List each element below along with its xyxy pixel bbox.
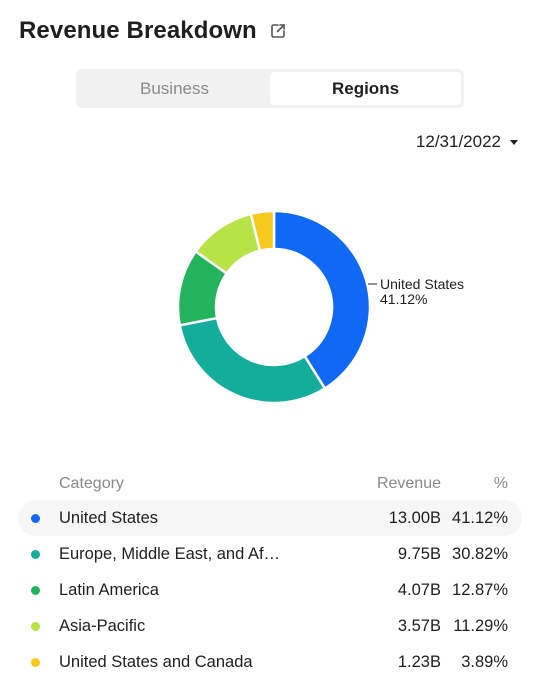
slice-label-percent: 41.12% xyxy=(380,291,427,307)
legend-dot xyxy=(18,549,59,559)
row-category: Europe, Middle East, and Af… xyxy=(59,544,281,563)
donut-slice[interactable] xyxy=(272,209,372,391)
donut-svg: United States 41.12% xyxy=(176,209,464,405)
row-percent: 30.82% xyxy=(452,544,508,563)
date-selector[interactable]: 12/31/2022 xyxy=(416,130,518,154)
page-title: Revenue Breakdown xyxy=(19,17,257,44)
row-percent: 3.89% xyxy=(461,652,508,671)
row-revenue: 9.75B xyxy=(397,544,441,563)
share-icon[interactable] xyxy=(269,22,287,40)
table-header: Category Revenue % xyxy=(18,468,522,500)
table-body: United States 13.00B 41.12% Europe, Middle … xyxy=(18,500,522,680)
legend-dot xyxy=(18,657,59,667)
tab-business[interactable]: Business xyxy=(140,78,209,98)
legend-dot xyxy=(18,621,59,631)
table-row[interactable]: United States 13.00B 41.12% xyxy=(18,500,522,536)
legend-dot xyxy=(18,585,59,595)
table-row[interactable]: Asia-Pacific 3.57B 11.29% xyxy=(18,608,522,644)
donut-slice[interactable] xyxy=(178,316,327,405)
donut-chart: United States 41.12% xyxy=(0,170,540,460)
row-percent: 12.87% xyxy=(452,580,508,599)
table-row[interactable]: United States and Canada 1.23B 3.89% xyxy=(18,644,522,680)
column-revenue: Revenue xyxy=(376,475,441,492)
row-percent: 11.29% xyxy=(453,616,508,635)
header: Revenue Breakdown xyxy=(19,14,287,48)
view-toggle: Business Regions xyxy=(76,69,464,108)
column-percent: % xyxy=(493,475,508,492)
breakdown-table: Category Revenue % United States 13.00B 41… xyxy=(18,468,522,680)
legend-dot xyxy=(18,513,59,523)
row-revenue: 4.07B xyxy=(397,580,441,599)
slice-label-name: United States xyxy=(380,276,464,292)
row-revenue: 1.23B xyxy=(397,652,441,671)
row-revenue: 13.00B xyxy=(388,508,441,527)
column-category: Category xyxy=(59,475,124,492)
row-category: Asia-Pacific xyxy=(59,616,146,635)
row-percent: 41.12% xyxy=(452,508,508,527)
row-revenue: 3.57B xyxy=(397,616,441,635)
row-category: United States xyxy=(59,508,159,527)
row-category: Latin America xyxy=(59,580,159,599)
caret-down-icon xyxy=(510,139,518,145)
table-row[interactable]: Europe, Middle East, and Af… 9.75B 30.82% xyxy=(18,536,522,572)
donut-slice[interactable] xyxy=(249,209,276,253)
date-value: 12/31/2022 xyxy=(415,132,501,151)
row-category: United States and Canada xyxy=(59,652,253,671)
table-row[interactable]: Latin America 4.07B 12.87% xyxy=(18,572,522,608)
tab-regions[interactable]: Regions xyxy=(270,72,461,105)
